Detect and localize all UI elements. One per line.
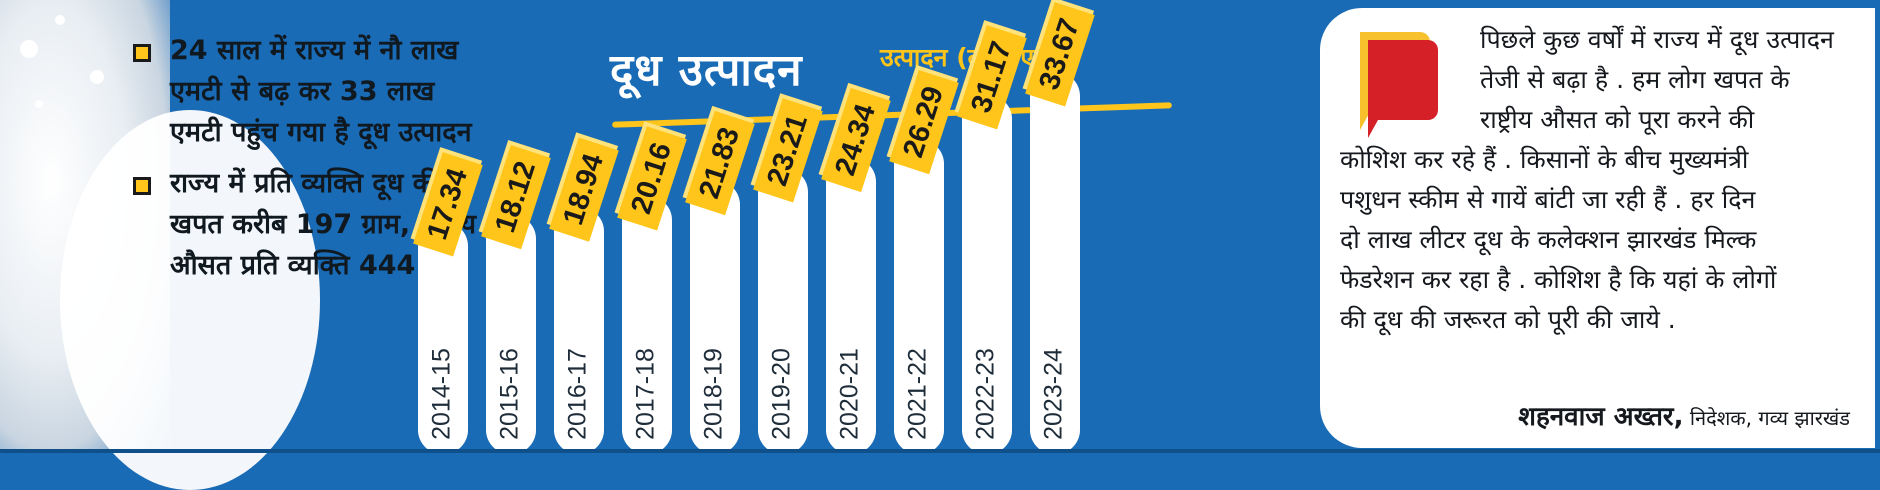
value-tag: 23.21 <box>750 93 823 203</box>
value-tag-background <box>481 145 551 250</box>
value-tag: 24.34 <box>818 82 891 193</box>
value-tag: 33.67 <box>1022 0 1095 107</box>
value-tag: 26.29 <box>886 64 959 175</box>
bullet-item: 24 साल में राज्य में नौ लाख एमटी से बढ़ … <box>125 30 485 153</box>
value-tag-background <box>685 110 755 216</box>
value-tag: 18.94 <box>546 132 619 242</box>
category-label: 2014-15 <box>428 348 456 440</box>
value-tag-background <box>549 137 619 242</box>
value-tag-background <box>821 87 891 193</box>
bottom-rule <box>0 449 1880 453</box>
quote-line: पशुधन स्कीम से गायें बांटी जा रही हैं . … <box>1340 185 1756 214</box>
value-tag: 21.83 <box>682 105 755 216</box>
value-tag: 20.16 <box>614 121 687 231</box>
bar <box>690 180 740 453</box>
quote-line: पिछले कुछ वर्षों में राज्य में दूध उत्पा… <box>1480 25 1834 54</box>
milk-drop <box>55 15 65 25</box>
bullet-text: 24 साल में राज्य में नौ लाख एमटी से बढ़ … <box>170 35 472 148</box>
bar <box>758 168 808 453</box>
quote-text: पिछले कुछ वर्षों में राज्य में दूध उत्पा… <box>1340 20 1865 340</box>
category-label: 2020-21 <box>836 348 864 440</box>
value-tag: 31.17 <box>954 20 1027 130</box>
bullet-square-icon <box>133 44 151 62</box>
quote-line: दो लाख लीटर दूध के कलेक्शन झारखंड मिल्क <box>1340 225 1757 254</box>
category-label: 2022-23 <box>972 348 1000 440</box>
quote-line: की दूध की जरूरत को पूरी की जाये . <box>1340 305 1676 334</box>
category-label: 2017-18 <box>632 348 660 440</box>
milk-splash-curve <box>60 110 320 490</box>
bullet-square-icon <box>133 177 151 195</box>
bar <box>962 94 1012 453</box>
bar <box>894 139 944 453</box>
author-name: शहनवाज अख्तर, <box>1518 402 1684 432</box>
category-label: 2016-17 <box>564 348 592 440</box>
quote-line: राष्ट्रीय औसत को पूरा करने की <box>1480 105 1755 134</box>
value-tag: 17.34 <box>410 147 483 257</box>
quote-line: फेडरेशन कर रहा है . कोशिश है कि यहां के … <box>1340 265 1777 294</box>
bar <box>418 222 468 453</box>
speech-bubble-icon <box>1360 32 1438 138</box>
bar <box>486 214 536 453</box>
milk-drop <box>20 40 38 58</box>
category-label: 2023-24 <box>1040 348 1068 440</box>
value-tag-background <box>753 98 823 203</box>
bar <box>826 157 876 453</box>
quote-line: कोशिश कर रहे हैं . किसानों के बीच मुख्यम… <box>1340 145 1749 174</box>
value-tag-background <box>957 25 1027 130</box>
category-label: 2018-19 <box>700 348 728 440</box>
category-label: 2019-20 <box>768 348 796 440</box>
bar-chart: 2014-15 17.34 2015-16 18.12 2016-17 18.94 2017… <box>410 0 1095 453</box>
value-tag-background <box>617 126 687 231</box>
value-tag: 18.12 <box>478 139 551 250</box>
category-label: 2021-22 <box>904 348 932 440</box>
milk-drop <box>35 100 43 108</box>
milk-drop <box>90 70 104 84</box>
bar <box>622 196 672 453</box>
quote-line: तेजी से बढ़ा है . हम लोग खपत के <box>1480 65 1790 94</box>
author-title: निदेशक, गव्य झारखंड <box>1689 406 1850 430</box>
value-tag-background <box>413 152 483 257</box>
chart-title: दूध उत्पादन <box>610 45 803 96</box>
quote-signature: शहनवाज अख्तर, निदेशक, गव्य झारखंड <box>1518 397 1850 433</box>
bar <box>1030 72 1080 453</box>
category-label: 2015-16 <box>496 348 524 440</box>
value-tag-background <box>889 69 959 175</box>
bar <box>554 207 604 453</box>
value-tag-background <box>1025 2 1095 107</box>
